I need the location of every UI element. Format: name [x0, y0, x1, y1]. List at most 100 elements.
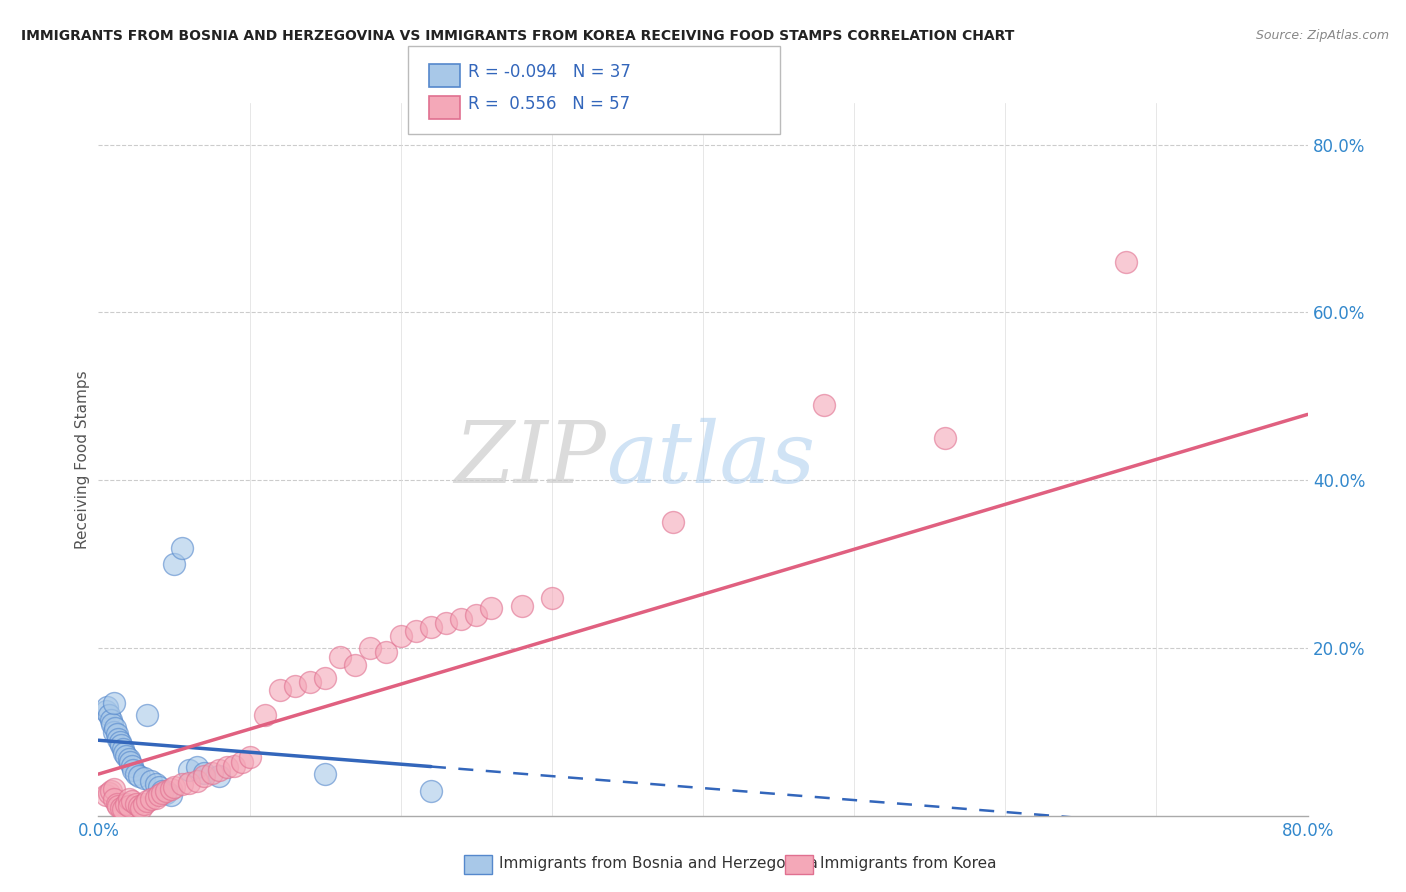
Text: Immigrants from Korea: Immigrants from Korea — [820, 856, 997, 871]
Point — [155, 786, 177, 800]
Text: R =  0.556   N = 57: R = 0.556 N = 57 — [468, 95, 630, 113]
Point — [128, 769, 150, 783]
Point — [314, 767, 336, 781]
Point — [122, 763, 145, 777]
Point — [186, 773, 208, 788]
Point — [1115, 255, 1137, 269]
Point — [101, 716, 124, 731]
Point — [111, 802, 134, 816]
Text: Immigrants from Bosnia and Herzegovina: Immigrants from Bosnia and Herzegovina — [499, 856, 818, 871]
Point — [107, 799, 129, 814]
Point — [163, 780, 186, 794]
Point — [208, 763, 231, 777]
Point — [160, 788, 183, 802]
Text: ZIP: ZIP — [454, 418, 606, 500]
Point — [160, 782, 183, 797]
Point — [253, 708, 276, 723]
Point — [103, 782, 125, 797]
Point — [299, 674, 322, 689]
Point — [94, 788, 117, 802]
Point — [132, 797, 155, 811]
Point — [179, 775, 201, 789]
Point — [135, 794, 157, 808]
Point — [104, 721, 127, 735]
Point — [125, 797, 148, 811]
Point — [112, 746, 135, 760]
Point — [934, 431, 956, 445]
Point — [193, 765, 215, 780]
Point — [108, 735, 131, 749]
Point — [121, 794, 143, 808]
Text: R = -0.094   N = 37: R = -0.094 N = 37 — [468, 63, 631, 81]
Point — [231, 755, 253, 769]
Text: Source: ZipAtlas.com: Source: ZipAtlas.com — [1256, 29, 1389, 42]
Point — [107, 731, 129, 746]
Point — [135, 708, 157, 723]
Point — [510, 599, 533, 614]
Point — [389, 629, 412, 643]
Text: IMMIGRANTS FROM BOSNIA AND HERZEGOVINA VS IMMIGRANTS FROM KOREA RECEIVING FOOD S: IMMIGRANTS FROM BOSNIA AND HERZEGOVINA V… — [21, 29, 1015, 43]
Text: atlas: atlas — [606, 418, 815, 500]
Point — [208, 769, 231, 783]
Point — [450, 612, 472, 626]
Point — [374, 645, 396, 659]
Point — [103, 696, 125, 710]
Point — [121, 759, 143, 773]
Point — [481, 601, 503, 615]
Point — [98, 786, 121, 800]
Point — [141, 773, 163, 788]
Point — [540, 591, 562, 605]
Point — [94, 704, 117, 718]
Point — [170, 541, 193, 555]
Point — [465, 607, 488, 622]
Point — [105, 797, 128, 811]
Point — [114, 797, 136, 811]
Point — [118, 799, 141, 814]
Point — [103, 725, 125, 739]
Point — [420, 620, 443, 634]
Point — [170, 777, 193, 791]
Point — [314, 671, 336, 685]
Point — [100, 784, 122, 798]
Point — [284, 679, 307, 693]
Point — [128, 799, 150, 814]
Point — [110, 801, 132, 815]
Point — [155, 784, 177, 798]
Point — [201, 765, 224, 780]
Point — [662, 516, 685, 530]
Point — [118, 792, 141, 806]
Point — [163, 558, 186, 572]
Point — [145, 777, 167, 791]
Point — [813, 398, 835, 412]
Point — [141, 792, 163, 806]
Point — [120, 755, 142, 769]
Point — [420, 784, 443, 798]
Point — [118, 752, 141, 766]
Point — [344, 658, 367, 673]
Point — [215, 760, 238, 774]
Point — [129, 801, 152, 815]
Point — [105, 727, 128, 741]
Point — [269, 683, 291, 698]
Point — [125, 767, 148, 781]
Point — [434, 616, 457, 631]
Point — [329, 649, 352, 664]
Point — [110, 738, 132, 752]
Point — [148, 780, 170, 794]
Point — [224, 759, 246, 773]
Point — [100, 713, 122, 727]
Point — [150, 786, 173, 800]
Point — [360, 641, 382, 656]
Point — [239, 750, 262, 764]
Point — [111, 742, 134, 756]
Point — [405, 624, 427, 639]
Point — [193, 769, 215, 783]
Point — [132, 772, 155, 786]
Point — [186, 760, 208, 774]
Point — [98, 708, 121, 723]
Point — [114, 748, 136, 763]
Point — [145, 790, 167, 805]
Point — [150, 784, 173, 798]
Point — [103, 792, 125, 806]
Point — [96, 700, 118, 714]
